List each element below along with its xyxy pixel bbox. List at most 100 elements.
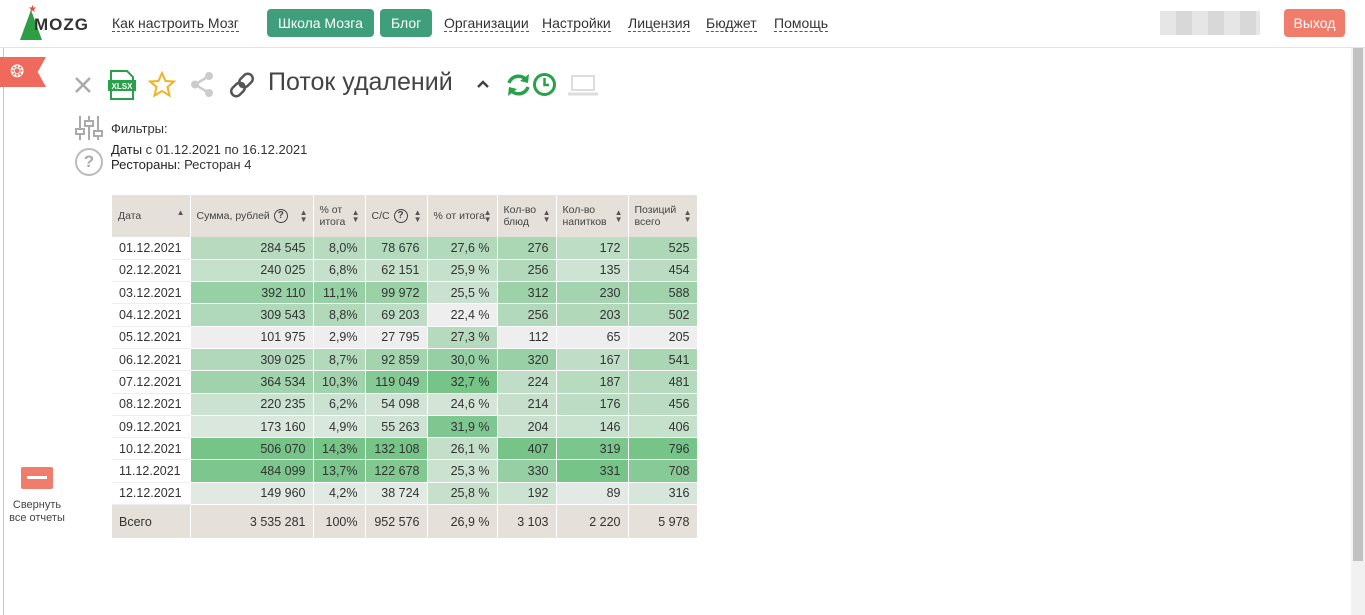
sort-icon[interactable]: ▲ ▼ (351, 208, 360, 224)
value-cell: 92 859 (365, 348, 428, 372)
value-cell: 214 (497, 393, 557, 416)
value-cell: 525 (628, 237, 698, 260)
value-cell: 122 678 (365, 459, 428, 483)
collapse-all-label[interactable]: Свернуть все отчеты (9, 499, 65, 524)
date-cell: 12.12.2021 (112, 482, 191, 506)
page-scrollbar[interactable] (1351, 48, 1365, 615)
value-cell: 38 724 (365, 482, 428, 506)
nav-how-to-setup[interactable]: Как настроить Мозг (112, 15, 239, 32)
filter-dates-value: с 01.12.2021 по 16.12.2021 (142, 142, 308, 157)
value-cell: 2,9% (313, 326, 366, 349)
value-cell: 176 (556, 393, 629, 416)
column-header-cost-percent[interactable]: % от итога ▲ ▼ (427, 195, 498, 237)
total-cell: 2 220 (556, 504, 629, 540)
value-cell: 25,9 % (427, 259, 498, 283)
nav-organizations[interactable]: Организации (444, 15, 529, 32)
value-cell: 506 070 (190, 437, 314, 461)
value-cell: 204 (497, 415, 557, 439)
refresh-icon[interactable] (505, 72, 532, 98)
sort-icon[interactable]: ▲ ▼ (683, 208, 692, 224)
brain-icon: ❂ (10, 62, 25, 81)
value-cell: 8,0% (313, 237, 366, 260)
share-icon[interactable] (189, 71, 216, 98)
help-icon[interactable]: ? (393, 209, 408, 223)
column-header-cost[interactable]: С/С? ▲ ▼ (365, 195, 428, 237)
value-cell: 22,4 % (427, 303, 498, 327)
chevron-up-icon[interactable] (476, 79, 490, 89)
value-cell: 192 (497, 482, 557, 506)
value-cell: 454 (628, 259, 698, 283)
column-header-positions[interactable]: Позиций всего ▲ ▼ (628, 195, 698, 237)
table-row: 04.12.2021 309 543 8,8% 69 203 22,4 % 256 203 5… (112, 303, 698, 327)
question-mark-icon[interactable]: ? (75, 148, 103, 176)
help-icon[interactable]: ? (273, 209, 288, 223)
value-cell: 541 (628, 348, 698, 372)
value-cell: 146 (556, 415, 629, 439)
value-cell: 6,8% (313, 259, 366, 283)
column-header-dishes[interactable]: Кол-во блюд ▲ ▼ (497, 195, 557, 237)
exit-button[interactable]: Выход (1284, 9, 1345, 37)
nav-help[interactable]: Помощь (774, 15, 829, 32)
nav-license[interactable]: Лицензия (628, 15, 691, 32)
link-icon[interactable] (228, 71, 256, 99)
value-cell: 484 099 (190, 459, 314, 483)
school-button[interactable]: Школа Мозга (267, 9, 374, 37)
value-cell: 309 025 (190, 348, 314, 372)
value-cell: 31,9 % (427, 415, 498, 439)
total-cell: 5 978 (628, 504, 698, 540)
column-header-sum-percent[interactable]: % от итога ▲ ▼ (313, 195, 366, 237)
date-cell: 02.12.2021 (112, 259, 191, 283)
sort-icon[interactable]: ▲ ▼ (299, 208, 308, 224)
nav-budget[interactable]: Бюджет (706, 15, 757, 32)
value-cell: 203 (556, 303, 629, 327)
brain-menu-tab[interactable]: ❂ (0, 57, 46, 87)
value-cell: 25,5 % (427, 281, 498, 305)
value-cell: 588 (628, 281, 698, 305)
blog-button[interactable]: Блог (380, 9, 433, 37)
sort-asc-icon[interactable]: ▲ (176, 208, 185, 217)
filter-restaurants-value: Ресторан 4 (180, 157, 252, 172)
xlsx-export-icon[interactable]: XLSX (108, 70, 136, 100)
close-icon[interactable] (74, 76, 92, 94)
mozg-logo[interactable]: ★ MOZG (20, 4, 96, 42)
table-row: 10.12.2021 506 070 14,3% 132 108 26,1 % 407 31… (112, 437, 698, 461)
value-cell: 708 (628, 459, 698, 483)
value-cell: 26,1 % (427, 437, 498, 461)
date-cell: 06.12.2021 (112, 348, 191, 372)
table-row: 05.12.2021 101 975 2,9% 27 795 27,3 % 112 65 20… (112, 326, 698, 349)
scrollbar-thumb[interactable] (1353, 48, 1363, 561)
total-label: Всего (112, 504, 191, 540)
table-row: 08.12.2021 220 235 6,2% 54 098 24,6 % 214 176 4… (112, 393, 698, 416)
column-header-sum[interactable]: Сумма, рублей? ▲ ▼ (190, 195, 314, 237)
filter-restaurants-label: Рестораны: (111, 157, 181, 172)
total-cell: 26,9 % (427, 504, 498, 540)
column-header-drinks[interactable]: Кол-во напитков ▲ ▼ (556, 195, 629, 237)
clock-icon[interactable] (532, 72, 557, 97)
date-cell: 08.12.2021 (112, 393, 191, 416)
value-cell: 173 160 (190, 415, 314, 439)
total-cell: 3 103 (497, 504, 557, 540)
filters-title: Фильтры: (111, 121, 168, 136)
value-cell: 392 110 (190, 281, 314, 305)
filter-restaurants: Рестораны: Ресторан 4 (111, 157, 251, 172)
value-cell: 10,3% (313, 370, 366, 394)
sort-icon[interactable]: ▲ ▼ (614, 208, 623, 224)
nav-settings[interactable]: Настройки (542, 15, 611, 32)
star-favorite-icon[interactable] (148, 71, 176, 98)
sort-icon[interactable]: ▲ ▼ (483, 208, 492, 224)
table-row: 03.12.2021 392 110 11,1% 99 972 25,5 % 312 230… (112, 281, 698, 305)
collapse-all-button[interactable] (21, 467, 53, 489)
column-header-date[interactable]: Дата ▲ (112, 195, 191, 237)
value-cell: 24,6 % (427, 393, 498, 416)
value-cell: 25,8 % (427, 482, 498, 506)
value-cell: 456 (628, 393, 698, 416)
sort-icon[interactable]: ▲ ▼ (542, 208, 551, 224)
value-cell: 796 (628, 437, 698, 461)
date-cell: 05.12.2021 (112, 326, 191, 349)
laptop-icon[interactable] (568, 75, 598, 96)
left-border-line (3, 48, 4, 615)
sort-icon[interactable]: ▲ ▼ (413, 208, 422, 224)
value-cell: 149 960 (190, 482, 314, 506)
user-name-blurred[interactable] (1160, 11, 1260, 35)
filters-sliders-icon[interactable] (75, 115, 103, 141)
